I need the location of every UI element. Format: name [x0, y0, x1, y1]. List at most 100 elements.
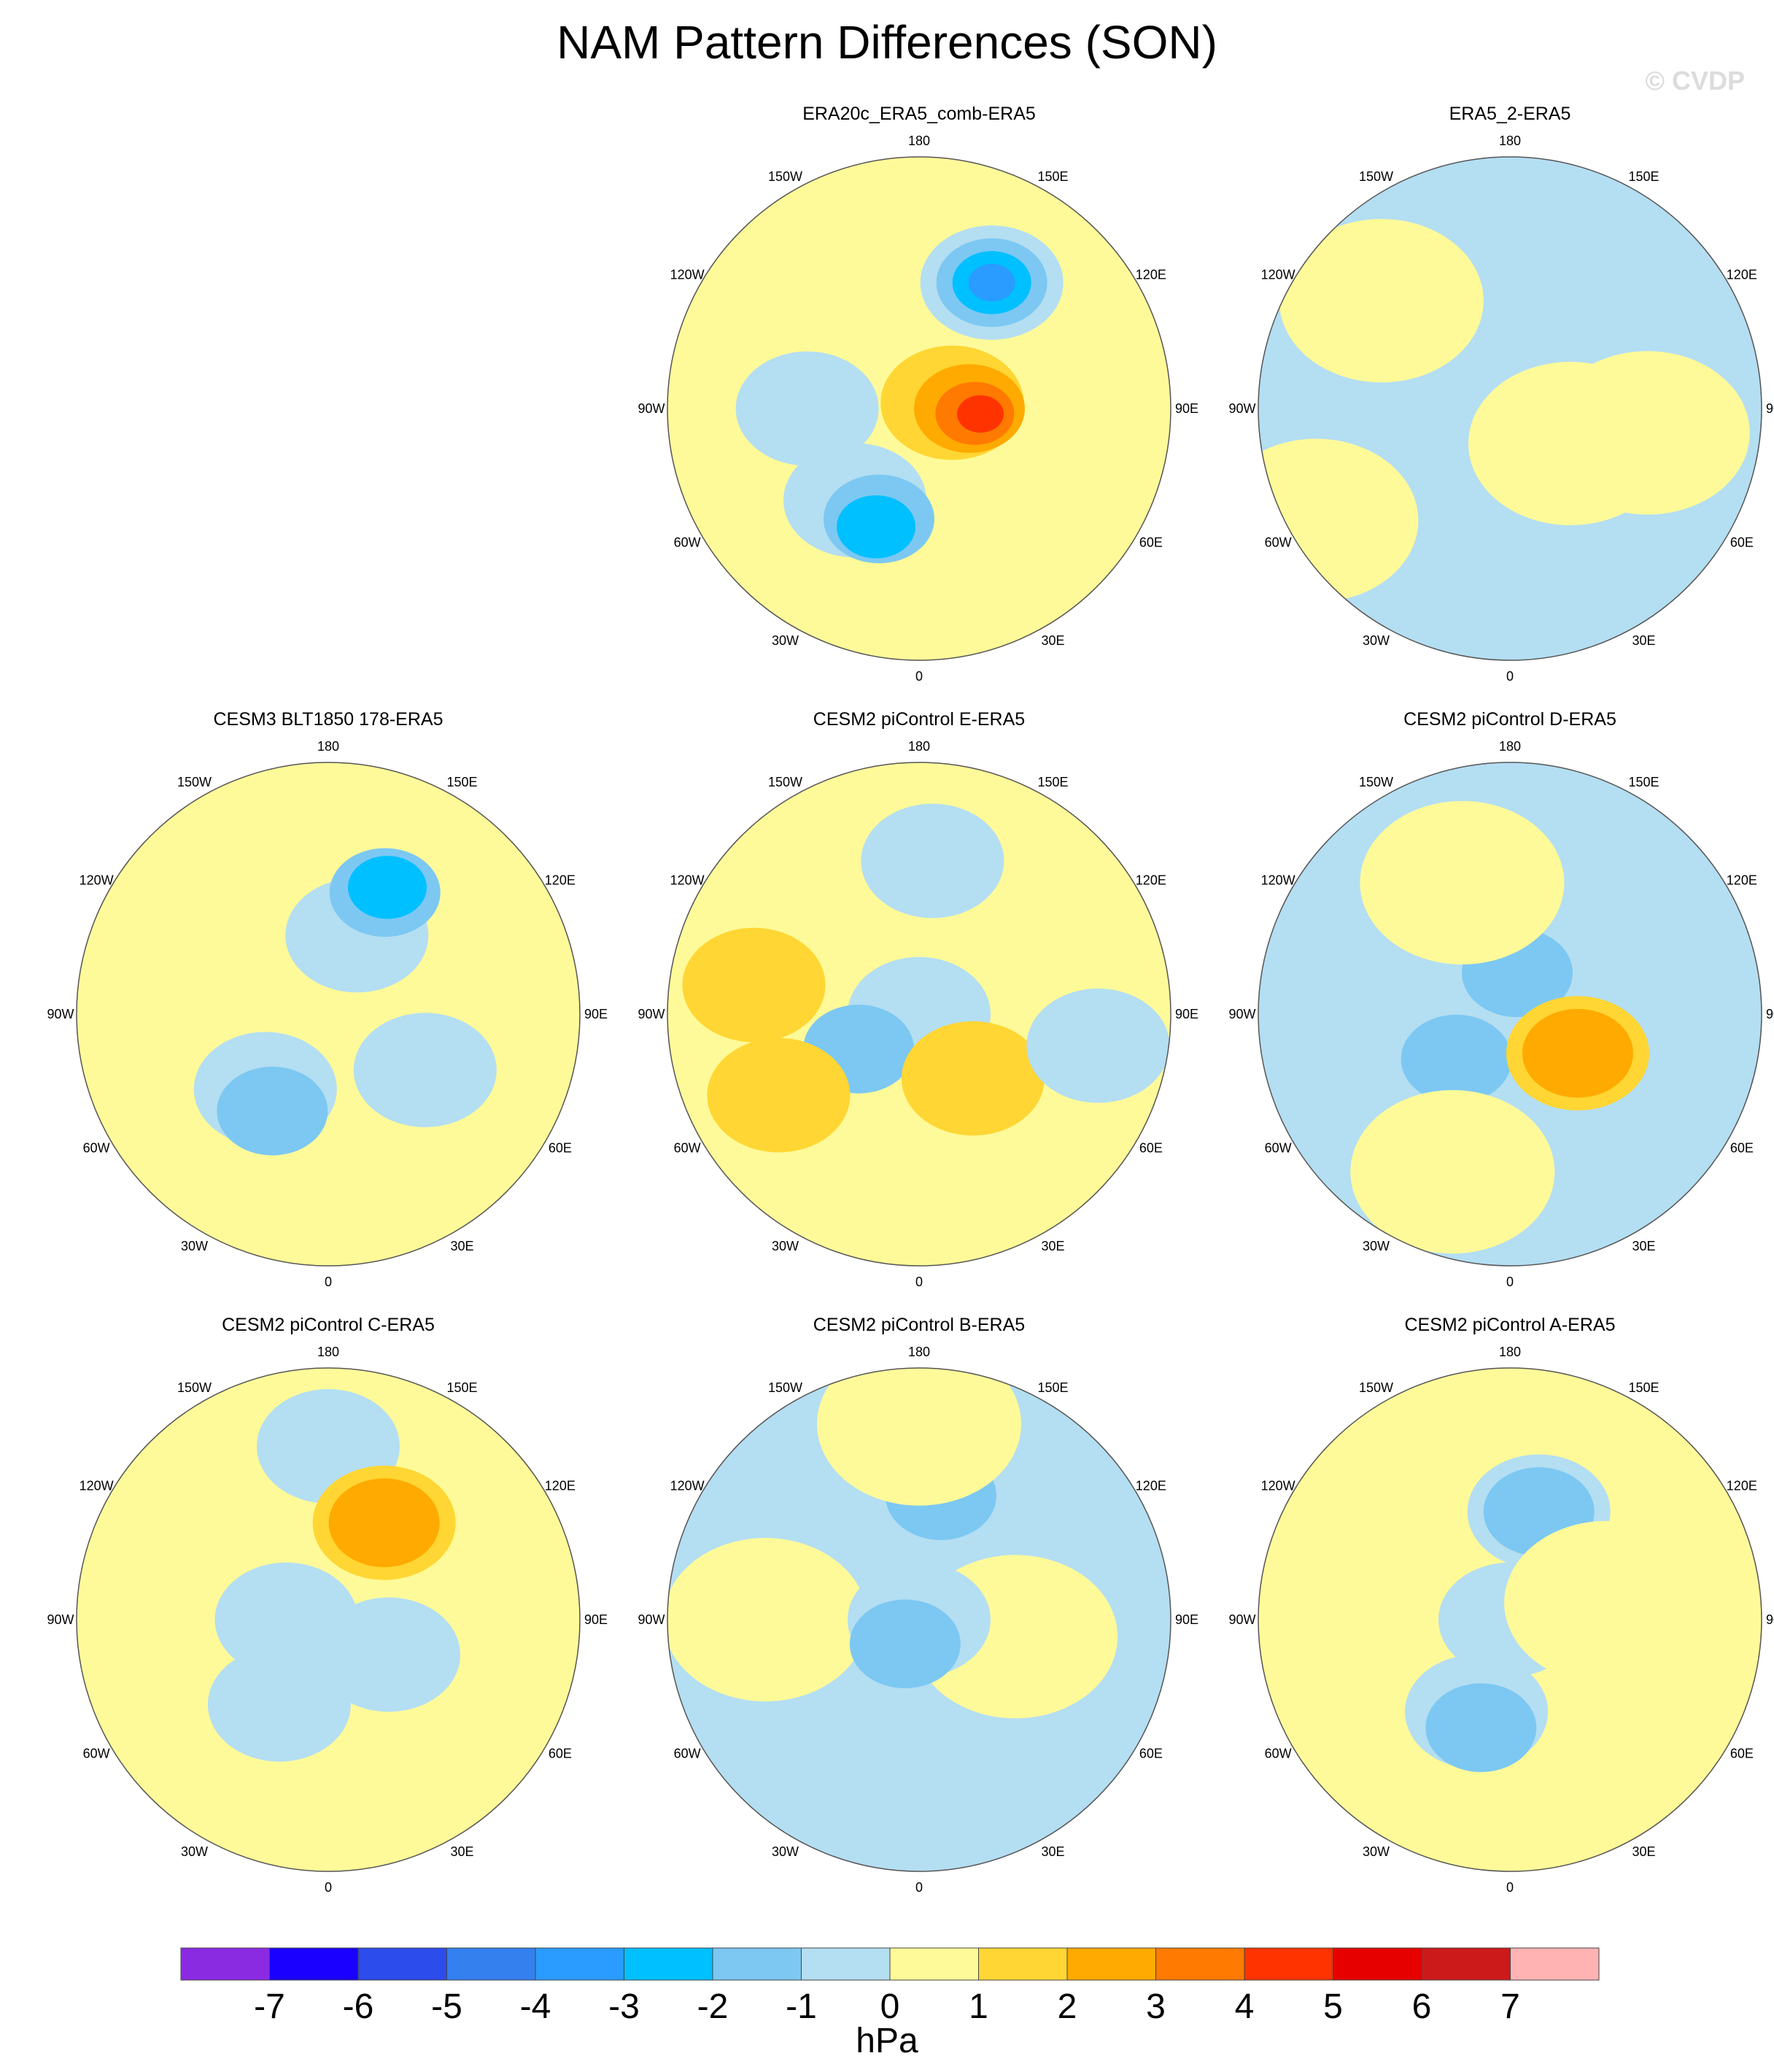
anomaly-contour: [1258, 438, 1419, 603]
anomaly-contour: [968, 263, 1015, 301]
longitude-label: 90W: [638, 401, 665, 416]
longitude-label: 60W: [674, 536, 701, 550]
longitude-label: 120E: [1136, 873, 1166, 888]
anomaly-contour: [735, 351, 879, 466]
map-border: [1258, 1367, 1762, 1872]
longitude-label: 180: [317, 1345, 339, 1359]
anomaly-contour: [682, 927, 826, 1043]
longitude-label: 150E: [1037, 775, 1068, 789]
colorbar-swatch: [535, 1947, 624, 1981]
longitude-label: 120W: [670, 1479, 705, 1493]
longitude-label: 60W: [83, 1747, 110, 1761]
longitude-label: 90E: [584, 1007, 608, 1021]
longitude-label: 90E: [1766, 1007, 1774, 1021]
map-border: [76, 1367, 581, 1872]
longitude-label: 120W: [670, 873, 705, 888]
colorbar-swatch: [1510, 1947, 1600, 1981]
longitude-label: 180: [1499, 134, 1521, 148]
longitude-label: 150E: [1037, 1380, 1068, 1395]
longitude-label: 180: [317, 739, 339, 754]
longitude-label: 30W: [1363, 1239, 1390, 1253]
longitude-label: 60E: [1139, 1141, 1163, 1156]
longitude-label: 120E: [545, 1479, 576, 1493]
anomaly-contour: [1350, 1090, 1555, 1254]
anomaly-contour: [849, 1599, 961, 1688]
panel-title: CESM2 piControl C-ERA5: [222, 1315, 435, 1335]
longitude-label: 60E: [1730, 1141, 1754, 1156]
longitude-label: 0: [915, 669, 923, 684]
colorbar-swatch: [1066, 1947, 1156, 1981]
longitude-label: 30E: [1041, 1844, 1064, 1859]
colorbar-svg: -7 -6 -5 -4 -3 -2 -1 0 1 2 3 4 5 6 7: [180, 1947, 1600, 2026]
map-panel: CESM3 BLT1850 178-ERA5 180 150E 120E 90E 60E 3…: [29, 708, 627, 1313]
colorbar-swatch: [446, 1947, 536, 1981]
map-border: [667, 762, 1171, 1267]
longitude-label: 0: [325, 1880, 332, 1895]
colorbar-tick-label: 6: [1412, 1987, 1432, 2021]
longitude-label: 30W: [772, 1844, 799, 1859]
colorbar-swatch: [624, 1947, 713, 1981]
colorbar-tick-label: 5: [1323, 1987, 1343, 2021]
longitude-label: 0: [1506, 669, 1514, 684]
longitude-label: 0: [915, 1275, 923, 1289]
longitude-label: 120W: [1261, 1479, 1295, 1493]
map-panel: CESM2 piControl C-ERA5 180 150E 120E 90E 60E 3…: [29, 1313, 627, 1919]
longitude-label: 30E: [1632, 633, 1655, 648]
longitude-label: 60W: [1265, 1141, 1292, 1156]
colorbar-units: hPa: [856, 2022, 918, 2060]
longitude-label: 0: [915, 1880, 923, 1895]
colorbar-swatch: [269, 1947, 359, 1981]
longitude-label: 90W: [1228, 401, 1255, 416]
longitude-label: 120E: [1136, 268, 1166, 282]
longitude-label: 90E: [1766, 1612, 1774, 1627]
longitude-label: 60W: [674, 1747, 701, 1761]
longitude-label: 150E: [1628, 775, 1659, 789]
map-border: [76, 762, 581, 1267]
anomaly-contour: [667, 1538, 868, 1701]
watermark: © CVDP: [1645, 66, 1745, 96]
map-panel: ERA20c_ERA5_comb-ERA5 180 150E 120E 90E 60E 30…: [620, 102, 1218, 708]
colorbar-swatch: [1421, 1947, 1511, 1981]
longitude-label: 90W: [1228, 1612, 1255, 1627]
polar-map: 180 150E 120E 90E 60E 30E 0 30W 60W 90W 120W 150W: [47, 1345, 608, 1895]
panel-title: CESM3 BLT1850 178-ERA5: [213, 709, 444, 730]
colorbar-swatch: [180, 1947, 270, 1981]
colorbar-tick-label: 4: [1235, 1987, 1255, 2021]
anomaly-contour: [861, 803, 1004, 919]
longitude-label: 180: [908, 1345, 930, 1359]
longitude-label: 60W: [1265, 1747, 1292, 1761]
colorbar-tick-label: -6: [343, 1987, 374, 2021]
colorbar-swatch: [889, 1947, 979, 1981]
colorbar-tick-label: -3: [608, 1987, 640, 2021]
polar-map: 180 150E 120E 90E 60E 30E 0 30W 60W 90W 120W 150W: [1228, 1345, 1774, 1895]
anomaly-contour: [1026, 988, 1170, 1103]
longitude-label: 120W: [80, 1479, 114, 1493]
polar-map: 180 150E 120E 90E 60E 30E 0 30W 60W 90W 120W 150W: [1228, 739, 1774, 1289]
longitude-label: 120W: [1261, 268, 1295, 282]
longitude-label: 120E: [545, 873, 576, 888]
colorbar-tick-label: -2: [697, 1987, 729, 2021]
longitude-label: 90E: [1766, 401, 1774, 416]
anomaly-contour: [901, 1021, 1045, 1136]
colorbar-tick-label: -7: [254, 1987, 285, 2021]
longitude-label: 60E: [1730, 536, 1754, 550]
longitude-label: 30W: [1363, 633, 1390, 648]
map-panel: CESM2 piControl B-ERA5 180 150E 120E 90E 60E 3…: [620, 1313, 1218, 1919]
map-border: [1258, 762, 1762, 1267]
anomaly-contour: [707, 1037, 851, 1153]
panel-title: CESM2 piControl A-ERA5: [1404, 1315, 1616, 1335]
longitude-label: 150W: [177, 1380, 212, 1395]
colorbar-tick-label: 7: [1500, 1987, 1520, 2021]
longitude-label: 90E: [584, 1612, 608, 1627]
longitude-label: 60E: [1139, 1747, 1163, 1761]
polar-map: 180 150E 120E 90E 60E 30E 0 30W 60W 90W 120W 150W: [638, 739, 1198, 1289]
anomaly-contour: [1401, 1014, 1512, 1104]
longitude-label: 180: [1499, 739, 1521, 754]
colorbar-tick-label: 3: [1146, 1987, 1166, 2021]
map-background: [77, 762, 580, 1266]
longitude-label: 150E: [446, 775, 477, 789]
anomaly-contour: [1279, 219, 1484, 383]
longitude-label: 150W: [177, 775, 212, 789]
longitude-label: 90W: [47, 1612, 74, 1627]
longitude-label: 150W: [768, 1380, 802, 1395]
